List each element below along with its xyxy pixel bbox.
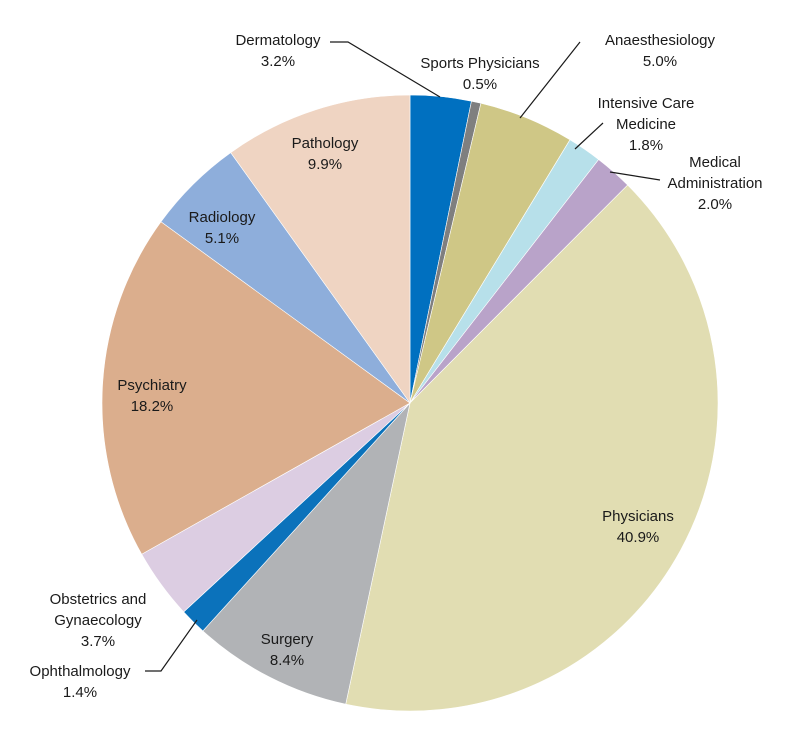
slice-value-radiology: 5.1% — [205, 230, 239, 247]
slice-value-pathology: 9.9% — [308, 156, 342, 173]
pie-slice-pathology — [230, 94, 411, 404]
slice-label-obstetrics-and-gynaecology: Obstetrics and Gynaecology 3.7% — [50, 591, 147, 650]
slice-name-physicians: Physicians — [602, 508, 674, 525]
slice-value-physicians: 40.9% — [617, 529, 660, 546]
slice-name-obstetrics-and-gynaecology: Gynaecology — [54, 612, 142, 629]
pie-slice-surgery — [202, 401, 411, 705]
slice-value-psychiatry: 18.2% — [131, 398, 174, 415]
slice-label-psychiatry: Psychiatry 18.2% — [117, 377, 187, 415]
slice-value-anaesthesiology: 5.0% — [643, 53, 677, 70]
slice-name-psychiatry: Psychiatry — [117, 377, 187, 394]
slice-name-dermatology: Dermatology — [235, 32, 321, 49]
slice-value-intensive-care-medicine: 1.8% — [629, 137, 663, 154]
slice-name-intensive-care-medicine: Medicine — [616, 116, 676, 133]
leader-lines — [145, 41, 661, 672]
slice-label-sports-physicians: Sports Physicians 0.5% — [420, 55, 539, 93]
slice-name-obstetrics-and-gynaecology: Obstetrics and — [50, 591, 147, 608]
leader-line-intensive-care-medicine — [574, 122, 604, 150]
slice-label-intensive-care-medicine: Intensive Care Medicine 1.8% — [598, 95, 695, 154]
slice-name-medical-administration: Medical — [689, 154, 741, 171]
slice-value-dermatology: 3.2% — [261, 53, 295, 70]
slice-label-physicians: Physicians 40.9% — [602, 508, 674, 546]
slice-value-surgery: 8.4% — [270, 652, 304, 669]
pie-slices — [101, 94, 719, 712]
leader-line-medical-administration — [609, 171, 661, 181]
slice-name-medical-administration: Administration — [667, 175, 762, 192]
pie-slice-psychiatry — [101, 221, 411, 555]
leader-line-anaesthesiology — [519, 41, 581, 119]
slice-name-radiology: Radiology — [189, 209, 256, 226]
slice-label-surgery: Surgery 8.4% — [261, 631, 314, 669]
slice-value-ophthalmology: 1.4% — [63, 684, 97, 701]
slice-value-obstetrics-and-gynaecology: 3.7% — [81, 633, 115, 650]
slice-name-anaesthesiology: Anaesthesiology — [605, 32, 716, 49]
leader-line-dermatology — [330, 41, 441, 98]
pie-slice-physicians — [345, 184, 719, 712]
slice-value-sports-physicians: 0.5% — [463, 76, 497, 93]
slice-name-sports-physicians: Sports Physicians — [420, 55, 539, 72]
slice-name-pathology: Pathology — [292, 135, 359, 152]
slice-label-anaesthesiology: Anaesthesiology 5.0% — [605, 32, 716, 70]
slice-label-ophthalmology: Ophthalmology 1.4% — [30, 663, 131, 701]
slice-name-surgery: Surgery — [261, 631, 314, 648]
slice-label-radiology: Radiology 5.1% — [189, 209, 256, 247]
slice-name-intensive-care-medicine: Intensive Care — [598, 95, 695, 112]
slice-name-ophthalmology: Ophthalmology — [30, 663, 131, 680]
leader-line-ophthalmology — [145, 619, 198, 672]
slice-labels: Dermatology 3.2% Sports Physicians 0.5% Anae… — [30, 32, 763, 701]
slice-label-pathology: Pathology 9.9% — [292, 135, 359, 173]
slice-label-medical-administration: Medical Administration 2.0% — [667, 154, 762, 213]
slice-label-dermatology: Dermatology 3.2% — [235, 32, 321, 70]
slice-value-medical-administration: 2.0% — [698, 196, 732, 213]
